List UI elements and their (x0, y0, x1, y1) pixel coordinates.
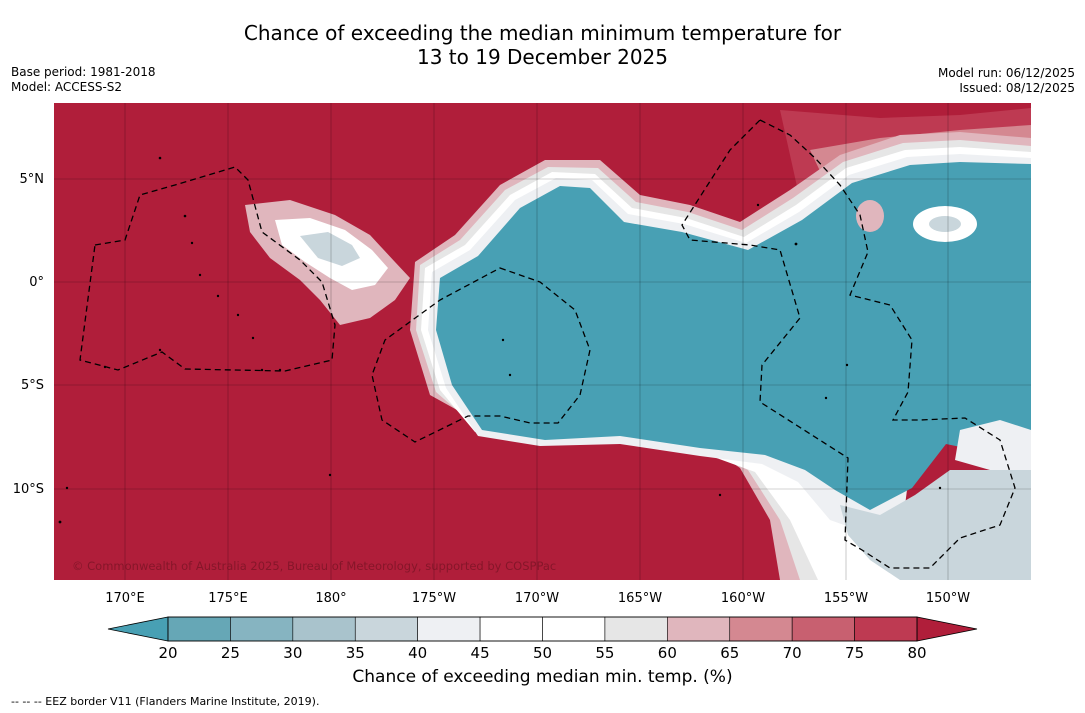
lat-label: 10°S (13, 482, 44, 497)
meta-right: Model run: 06/12/2025 Issued: 08/12/2025 (938, 66, 1075, 96)
colorbar-segment (479, 616, 543, 642)
colorbar-tick-label: 55 (595, 644, 614, 662)
lat-label: 5°S (21, 378, 44, 393)
colorbar-tick-label: 60 (658, 644, 677, 662)
colorbar-tick-label: 65 (720, 644, 739, 662)
eez-borders (79, 119, 1016, 569)
colorbar-tick-label: 45 (471, 644, 490, 662)
lon-label: 155°W (824, 591, 868, 606)
colorbar-segment (542, 616, 606, 642)
colorbar-tick-label: 75 (845, 644, 864, 662)
lon-label: 165°W (618, 591, 662, 606)
eez-tuvalu-kiribati-west (79, 166, 336, 372)
issued-date: Issued: 08/12/2025 (959, 81, 1075, 95)
colorbar-tick-label: 20 (158, 644, 177, 662)
lat-label: 5°N (20, 172, 45, 187)
model-name: Model: ACCESS-S2 (11, 80, 123, 94)
colorbar: 20 25 30 35 40 45 50 55 60 65 70 75 80 (107, 616, 978, 662)
lat-label: 0° (29, 275, 44, 290)
colorbar-tick-label: 80 (907, 644, 926, 662)
band-island-60 (856, 200, 884, 232)
colorbar-segment (417, 616, 481, 642)
colorbar-segments (167, 616, 918, 642)
lon-label: 150°W (926, 591, 970, 606)
band-nw-35 (300, 232, 360, 266)
colorbar-segment (167, 616, 231, 642)
lon-label: 170°W (515, 591, 559, 606)
band-main-below-20 (436, 162, 1031, 510)
colorbar-segment (854, 616, 918, 642)
eez-phoenix (371, 267, 591, 443)
colorbar-tick-label: 35 (346, 644, 365, 662)
gridlines (54, 103, 1031, 580)
colorbar-segment (604, 616, 668, 642)
colorbar-tick-label: 30 (283, 644, 302, 662)
band-south-35 (840, 470, 1031, 580)
colorbar-tick-label: 40 (408, 644, 427, 662)
colorbar-tick-label: 25 (221, 644, 240, 662)
band-island-40 (929, 216, 961, 232)
colorbar-segment (791, 616, 855, 642)
model-run: Model run: 06/12/2025 (937, 66, 1075, 80)
colorbar-tick-label: 50 (533, 644, 552, 662)
map-title-line1: Chance of exceeding the median minimum t… (243, 21, 842, 45)
colorbar-low-extension (107, 616, 169, 642)
colorbar-ticks: 20 25 30 35 40 45 50 55 60 65 70 75 80 (158, 644, 926, 662)
lon-label: 170°E (105, 591, 145, 606)
colorbar-tick-label: 70 (783, 644, 802, 662)
colorbar-segment (729, 616, 793, 642)
copyright-notice: © Commonwealth of Australia 2025, Bureau… (72, 559, 556, 573)
colorbar-segment (354, 616, 418, 642)
meta-left: Base period: 1981-2018 Model: ACCESS-S2 (11, 65, 156, 95)
island-markers (58, 156, 942, 524)
colorbar-label: Chance of exceeding median min. temp. (%… (352, 667, 733, 687)
band-south-40 (955, 420, 1031, 470)
colorbar-segment (230, 616, 294, 642)
lon-label: 160°W (721, 591, 765, 606)
longitude-labels: 170°E 175°E 180° 175°W 170°W 165°W 160°W… (105, 591, 970, 606)
lon-label: 175°E (208, 591, 248, 606)
lon-label: 175°W (412, 591, 456, 606)
eez-legend-note: -- -- -- EEZ border V11 (Flanders Marine… (11, 695, 320, 708)
latitude-labels: 5°N 0° 5°S 10°S (13, 172, 44, 497)
colorbar-segment (667, 616, 731, 642)
probability-field: © Commonwealth of Australia 2025, Bureau… (54, 103, 1031, 580)
base-period: Base period: 1981-2018 (11, 65, 156, 79)
map-title-line2: 13 to 19 December 2025 (416, 45, 668, 69)
colorbar-segment (292, 616, 356, 642)
colorbar-high-extension (916, 616, 978, 642)
lon-label: 180° (315, 591, 346, 606)
colorbar-frame (167, 616, 918, 642)
eez-line-islands (681, 119, 1016, 569)
